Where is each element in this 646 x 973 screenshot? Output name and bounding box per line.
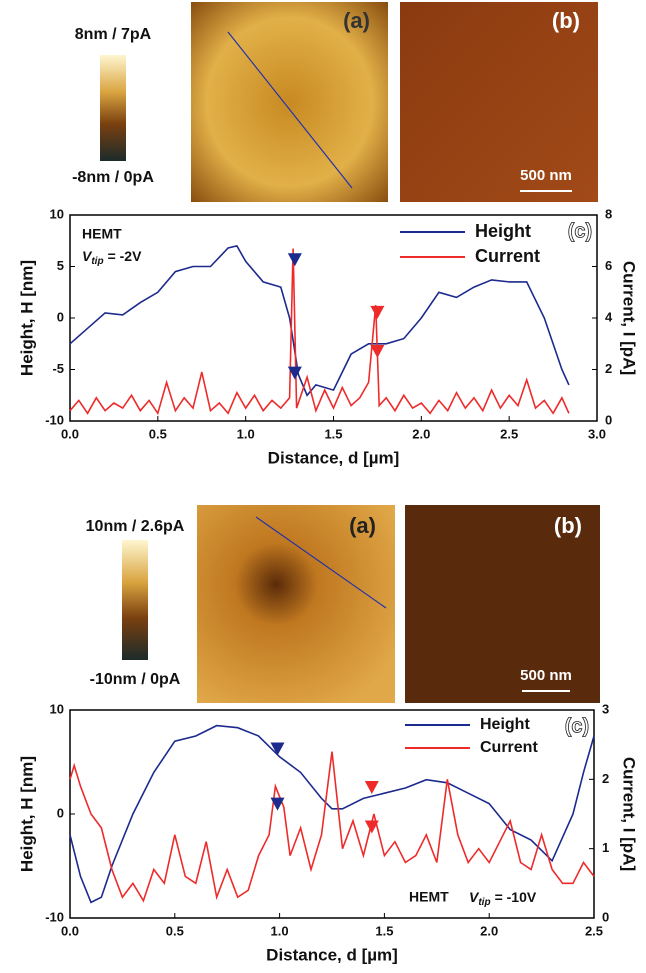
- panel-label: (c): [565, 715, 589, 737]
- y2-tick-label: 8: [605, 206, 612, 221]
- image-label: (b): [554, 513, 582, 538]
- y-tick-label: 5: [57, 258, 64, 273]
- x-axis-label: Distance, d [µm]: [266, 945, 398, 964]
- y2-tick-label: 0: [605, 412, 612, 427]
- marker: [365, 781, 379, 794]
- data-line: [70, 752, 594, 901]
- y-tick-label: -10: [45, 412, 64, 427]
- x-tick-label: 0.5: [166, 923, 184, 938]
- x-tick-label: 1.5: [324, 426, 342, 441]
- colorbar: [122, 540, 148, 660]
- data-line: [70, 246, 569, 395]
- x-tick-label: 2.5: [585, 923, 603, 938]
- y-tick-label: 10: [50, 701, 64, 716]
- data-line: [70, 249, 569, 414]
- panel-label: (c): [568, 220, 592, 242]
- marker: [288, 253, 302, 266]
- x-tick-label: 1.0: [271, 923, 289, 938]
- x-axis-label: Distance, d [µm]: [268, 448, 400, 467]
- colorbar-label: 10nm / 2.6pA: [86, 518, 185, 535]
- image-label: (a): [349, 513, 376, 538]
- x-tick-label: 0.0: [61, 923, 79, 938]
- y2-tick-label: 2: [602, 771, 609, 786]
- x-tick-label: 1.5: [375, 923, 393, 938]
- scale-bar-label: 500 nm: [520, 167, 572, 184]
- colorbar: [100, 55, 126, 161]
- legend-label: Current: [480, 739, 538, 756]
- x-tick-label: 1.0: [237, 426, 255, 441]
- y2-tick-label: 4: [605, 309, 613, 324]
- y-axis-label: Height, H [nm]: [17, 260, 36, 376]
- y2-tick-label: 6: [605, 258, 612, 273]
- marker: [370, 345, 384, 358]
- annotation: HEMT: [82, 226, 122, 242]
- y-tick-label: -5: [52, 361, 64, 376]
- y2-tick-label: 2: [605, 361, 612, 376]
- y-tick-label: 0: [57, 309, 64, 324]
- colorbar-label: -10nm / 0pA: [90, 671, 181, 688]
- y2-axis-label: Current, I [pA]: [620, 261, 639, 375]
- image-label: (a): [343, 8, 370, 33]
- y-axis-label: Height, H [nm]: [17, 756, 36, 872]
- marker: [370, 306, 384, 319]
- annotation: Vtip= -2V: [82, 248, 142, 267]
- figure: 8nm / 7pA -8nm / 0pA (a) (b) 500 nm 0.0 0.5 1.0…: [0, 0, 646, 973]
- y2-tick-label: 3: [602, 701, 609, 716]
- y2-tick-label: 1: [602, 840, 609, 855]
- y2-axis-label: Current, I [pA]: [620, 757, 639, 871]
- legend-label: Current: [475, 246, 540, 266]
- x-tick-label: 0.0: [61, 426, 79, 441]
- colorbar-label: -8nm / 0pA: [72, 169, 154, 186]
- colorbar-label: 8nm / 7pA: [75, 26, 152, 43]
- y2-tick-label: 0: [602, 909, 609, 924]
- image-label: (b): [552, 8, 580, 33]
- annotation: HEMT: [409, 889, 449, 905]
- annotation-subscript: tip: [478, 897, 490, 908]
- x-tick-label: 2.5: [500, 426, 518, 441]
- legend-label: Height: [480, 716, 530, 733]
- annotation-subscript: tip: [91, 256, 103, 267]
- x-tick-label: 2.0: [480, 923, 498, 938]
- x-tick-label: 3.0: [588, 426, 606, 441]
- x-tick-label: 2.0: [412, 426, 430, 441]
- scale-bar-label: 500 nm: [520, 667, 572, 684]
- y-tick-label: 0: [57, 805, 64, 820]
- annotation: Vtip= -10V: [469, 889, 537, 908]
- legend-label: Height: [475, 221, 531, 241]
- y-tick-label: -10: [45, 909, 64, 924]
- annotation-rest: = -10V: [495, 889, 537, 905]
- x-tick-label: 0.5: [149, 426, 167, 441]
- y-tick-label: 10: [50, 206, 64, 221]
- annotation-rest: = -2V: [108, 248, 143, 264]
